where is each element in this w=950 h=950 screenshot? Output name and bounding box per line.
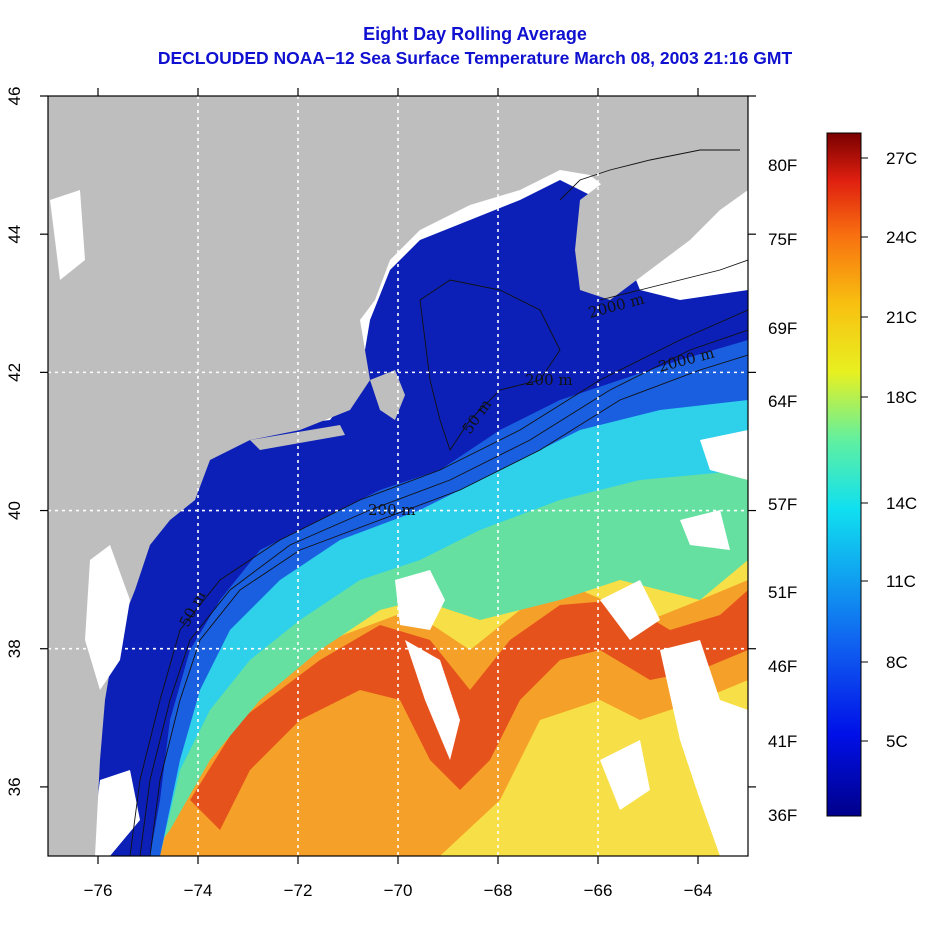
x-tick-label: −70 — [384, 881, 413, 900]
bay-area — [85, 545, 130, 690]
bathymetry-contours — [129, 149, 748, 856]
colorbar-celsius-label: 14C — [886, 494, 917, 513]
colorbar-ticks: 27C 24C 21C 18C 14C 11C 8C 5C 80F 75F 69F 64F 57F 51F… — [768, 149, 917, 825]
cloud-patch — [700, 430, 748, 480]
x-tick-label: −76 — [84, 881, 113, 900]
colorbar-fahrenheit-label: 36F — [768, 806, 797, 825]
y-tick-label: 44 — [5, 225, 24, 244]
colorbar-swatch — [826, 132, 862, 817]
colorbar-fahrenheit-label: 80F — [768, 156, 797, 175]
colorbar-fahrenheit-label: 57F — [768, 495, 797, 514]
cloud-patch — [600, 580, 660, 640]
colorbar-celsius-label: 27C — [886, 149, 917, 168]
colorbar-fahrenheit-label: 64F — [768, 392, 797, 411]
y-tick-label: 38 — [5, 639, 24, 658]
colorbar-celsius-label: 24C — [886, 228, 917, 247]
ocean-green-band — [48, 450, 748, 856]
colorbar-fahrenheit-label: 41F — [768, 732, 797, 751]
colorbar-fahrenheit-label: 51F — [768, 583, 797, 602]
colorbar-celsius-label: 18C — [886, 388, 917, 407]
colorbar: 27C 24C 21C 18C 14C 11C 8C 5C 80F 75F 69F 64F 57F 51F… — [768, 132, 917, 825]
cloud-patch — [405, 640, 460, 760]
cloud-patch — [680, 510, 730, 550]
gulf-stream-core — [190, 590, 748, 830]
colorbar-celsius-label: 11C — [886, 572, 916, 591]
colorbar-celsius-label: 21C — [886, 308, 917, 327]
graticule — [48, 96, 748, 856]
x-tick-label: −64 — [684, 881, 713, 900]
colorbar-fahrenheit-label: 75F — [768, 230, 797, 249]
colorbar-fahrenheit-label: 46F — [768, 657, 797, 676]
land-nova-scotia — [575, 140, 748, 300]
x-tick-label: −74 — [184, 881, 213, 900]
cloud-patch — [600, 740, 650, 810]
x-tick-label: −72 — [284, 881, 313, 900]
bay-area — [50, 190, 85, 280]
colorbar-celsius-label: 5C — [886, 732, 908, 751]
contour-label: 200 m — [525, 371, 573, 389]
y-tick-label: 46 — [5, 87, 24, 106]
land-long-island — [250, 425, 345, 450]
y-tick-label: 42 — [5, 363, 24, 382]
cloud-patch — [660, 640, 748, 856]
colorbar-fahrenheit-label: 69F — [768, 319, 797, 338]
axis-ticks: −76 −74 −72 −70 −68 −66 −64 36 38 40 42 44 46 — [5, 87, 756, 900]
cloud-patch — [90, 770, 140, 856]
y-tick-label: 36 — [5, 777, 24, 796]
land-cape-cod — [370, 370, 405, 420]
colorbar-celsius-label: 8C — [886, 653, 908, 672]
map-panel: 50 m 50 m 200 m 200 m 2000 m 2000 m — [48, 96, 748, 856]
land-mainland — [48, 96, 748, 856]
y-tick-label: 40 — [5, 501, 24, 520]
map-subtitle: DECLOUDED NOAA−12 Sea Surface Temperatur… — [157, 48, 793, 68]
cloud-patch — [395, 570, 445, 630]
map-title: Eight Day Rolling Average — [363, 24, 587, 44]
x-tick-label: −66 — [584, 881, 613, 900]
x-tick-label: −68 — [484, 881, 513, 900]
ocean-cold-shelf — [48, 180, 748, 856]
